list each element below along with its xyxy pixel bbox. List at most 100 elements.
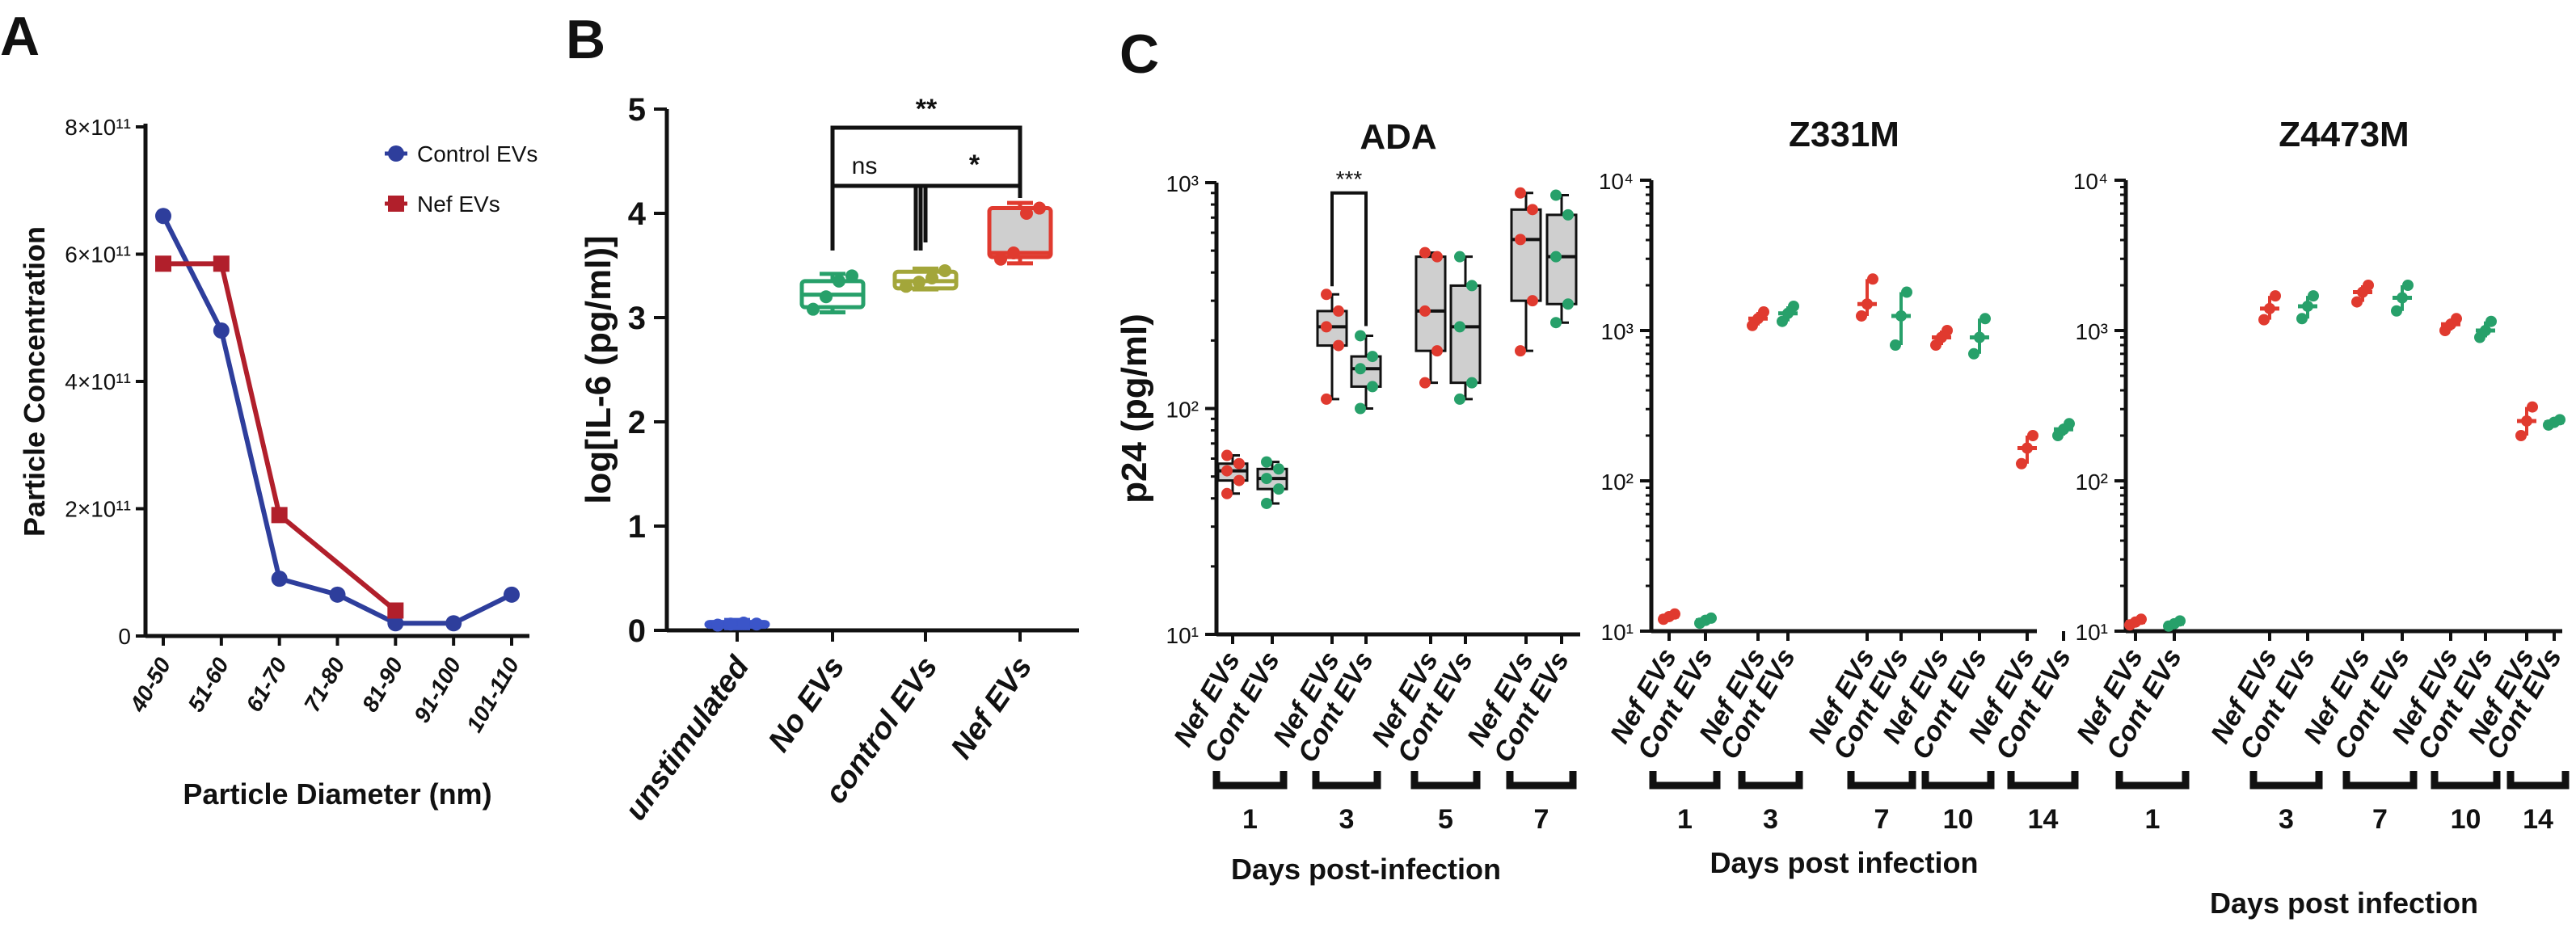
data-point <box>2027 430 2038 442</box>
group-bracket <box>1506 771 1577 790</box>
y-tick-label: 10³ <box>1601 319 1634 344</box>
data-point <box>1454 393 1465 405</box>
data-point <box>2064 418 2075 430</box>
data-point <box>938 263 951 277</box>
x-tick-label: No EVs <box>762 651 852 758</box>
data-point <box>2527 401 2538 413</box>
data-point <box>1355 330 1366 342</box>
group-label: 1 <box>2145 804 2161 835</box>
x-tick-label: 51-60 <box>183 653 234 716</box>
y-tick-label: 10⁴ <box>1599 169 1634 194</box>
data-point <box>1020 207 1033 220</box>
data-point <box>1968 347 1979 360</box>
data-point <box>1261 456 1272 468</box>
x-tick-label: 101-110 <box>462 653 524 736</box>
data-point <box>1562 298 1574 310</box>
data-point <box>833 274 845 288</box>
group-bracket <box>1212 771 1288 790</box>
data-point <box>155 208 171 225</box>
data-point <box>711 618 724 632</box>
sig-label-single: * <box>969 150 980 180</box>
data-point <box>1979 313 1991 325</box>
data-point <box>1033 201 1046 215</box>
data-point <box>1890 339 1901 352</box>
data-point <box>1550 251 1562 263</box>
legend-marker <box>388 196 404 212</box>
data-point <box>1431 345 1443 357</box>
data-point <box>1758 305 1769 318</box>
data-point <box>1777 315 1788 327</box>
chart-title: Z4473M <box>2279 115 2409 154</box>
data-point <box>1550 189 1562 201</box>
group-label: 1 <box>1242 804 1258 835</box>
data-point <box>913 276 925 289</box>
x-tick-label: 71-80 <box>299 653 350 716</box>
data-point <box>845 269 858 283</box>
y-tick-label: 0 <box>628 613 646 649</box>
data-point <box>1550 317 1562 329</box>
legend-label: Nef EVs <box>417 192 500 217</box>
panel-a-line-chart: 0 2×10¹¹ 4×10¹¹ 6×10¹¹ 8×10¹¹ 40-50 51-60 61-70… <box>18 115 538 811</box>
sig-bracket-triple <box>1330 191 1368 326</box>
panel-label-a: A <box>0 6 40 67</box>
data-point <box>1419 377 1431 389</box>
series-line-nef-evs <box>163 261 398 613</box>
data-point <box>1221 449 1233 461</box>
data-point <box>445 615 462 632</box>
y-tick-label: 6×10¹¹ <box>65 242 131 267</box>
data-point <box>750 617 763 631</box>
sig-label-triple: *** <box>1336 166 1363 192</box>
group-label: 3 <box>2279 804 2294 835</box>
data-point <box>2363 280 2374 292</box>
data-point <box>1333 339 1344 352</box>
box-3 <box>987 206 1053 259</box>
data-point <box>1007 246 1020 260</box>
panel-b-box-plot: 0 1 2 3 4 5 log[IL-6 (pg/ml)] unstimulated No EV… <box>579 92 1079 827</box>
group-bracket <box>2342 771 2418 790</box>
data-point <box>1273 463 1284 475</box>
y-tick-label: 0 <box>118 624 131 649</box>
y-tick-label: 3 <box>628 301 646 336</box>
chart-title: Z331M <box>1789 115 1899 154</box>
box-7 <box>1545 213 1578 305</box>
group-label: 14 <box>2523 804 2553 835</box>
data-point <box>1861 298 1873 310</box>
group-label: 10 <box>1943 804 1974 835</box>
data-point <box>1261 473 1272 485</box>
data-point <box>994 252 1007 266</box>
data-point <box>1669 608 1680 620</box>
data-point <box>1941 325 1953 336</box>
y-tick-label: 10³ <box>2076 319 2108 344</box>
data-point <box>1333 305 1344 317</box>
data-point <box>1233 457 1245 470</box>
data-point <box>1515 345 1526 357</box>
box-3 <box>1350 355 1382 388</box>
x-axis-label: Days post infection <box>2210 887 2478 920</box>
data-point <box>1367 351 1378 363</box>
data-point <box>504 586 520 603</box>
group-label: 7 <box>1534 804 1549 835</box>
data-point <box>724 617 737 631</box>
data-point <box>2270 290 2281 302</box>
data-point <box>1527 295 1538 307</box>
y-tick-label: 10⁴ <box>2073 169 2108 194</box>
data-point <box>737 616 750 630</box>
data-point <box>1788 300 1799 312</box>
sig-bracket-ns <box>830 183 928 242</box>
y-tick-label: 8×10¹¹ <box>65 115 131 140</box>
data-point <box>1321 393 1332 405</box>
x-tick-label: 81-90 <box>357 653 408 716</box>
data-point <box>1466 377 1478 389</box>
data-point <box>1355 402 1366 415</box>
data-point <box>1705 612 1717 624</box>
group-bracket <box>2007 771 2079 790</box>
x-tick-label: 91-100 <box>409 653 466 727</box>
data-point <box>1895 310 1907 322</box>
y-tick-label: 10¹ <box>1166 623 1199 648</box>
y-tick-label: 1 <box>628 509 646 545</box>
data-point <box>271 507 288 524</box>
data-point <box>1419 246 1431 259</box>
y-tick-label: 4 <box>628 196 647 232</box>
